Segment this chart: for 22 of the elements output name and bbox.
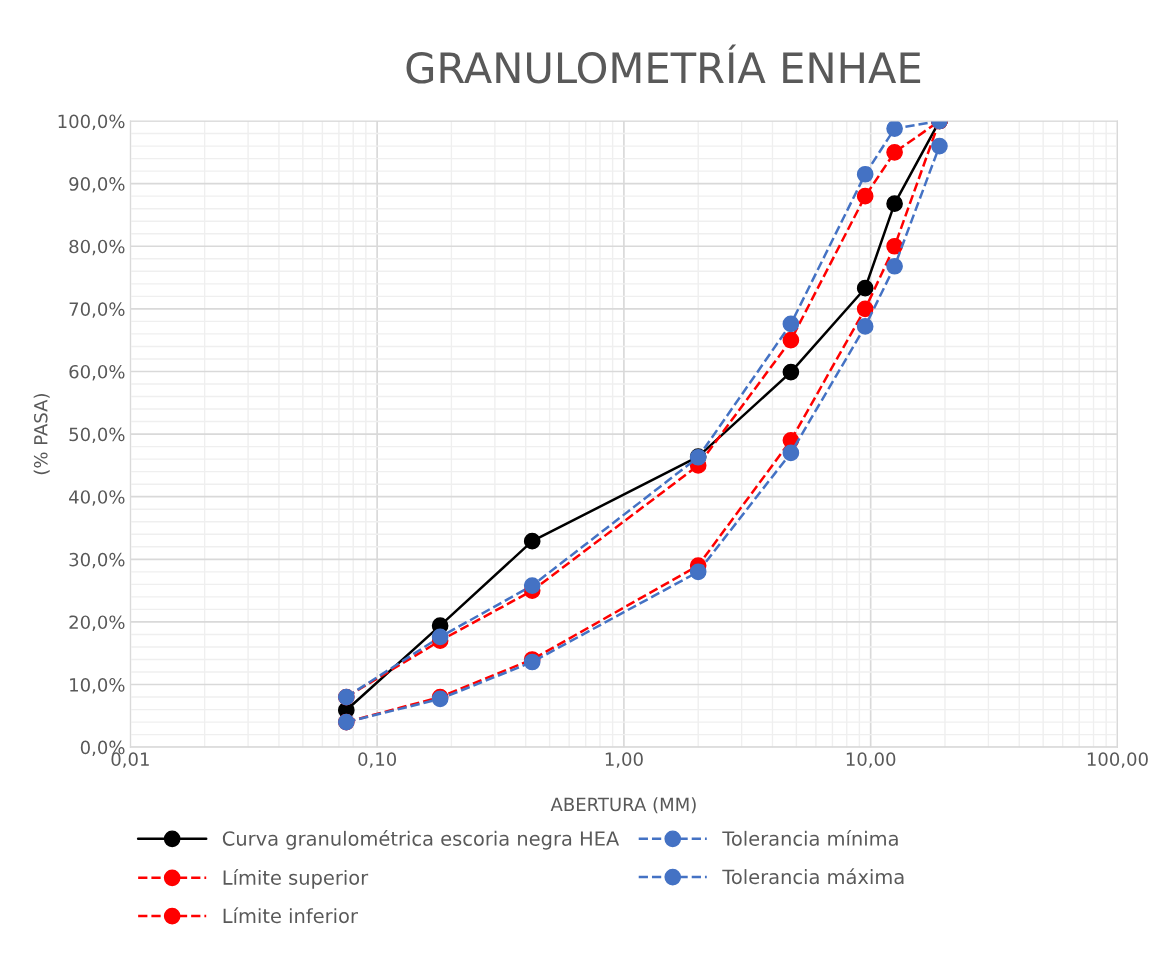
x-tick-label: 1,00: [605, 752, 643, 768]
y-tick-label: 20,0%: [69, 615, 125, 631]
legend-label: Tolerancia mínima: [722, 830, 898, 846]
y-tick-label: 40,0%: [69, 490, 125, 506]
y-tick-label: 70,0%: [69, 302, 125, 318]
y-tick-label: 80,0%: [69, 239, 125, 256]
y-tick-label: 10,0%: [70, 678, 125, 694]
y-tick-label: 100,0%: [58, 114, 125, 130]
y-tick-label: 30,0%: [69, 552, 125, 569]
y-tick-label: 50,0%: [69, 427, 125, 444]
x-tick-label: 0,10: [358, 752, 397, 768]
y-tick-label: 90,0%: [69, 177, 125, 193]
legend-label: Límite inferior: [223, 907, 358, 924]
legend-label: Curva granulométrica escoria negra HEA: [222, 830, 620, 850]
y-axis-title: (% PASA): [33, 394, 50, 475]
x-axis-title: ABERTURA (MM): [550, 797, 696, 814]
x-tick-label: 100,00: [1087, 752, 1148, 768]
y-tick-label: 60,0%: [69, 364, 125, 381]
x-tick-label: 10,00: [846, 752, 896, 768]
legend-label: Límite superior: [223, 869, 369, 889]
legend-label: Tolerancia máxima: [722, 868, 904, 885]
chart-title: GRANULOMETRÍA ENHAE: [406, 44, 921, 84]
